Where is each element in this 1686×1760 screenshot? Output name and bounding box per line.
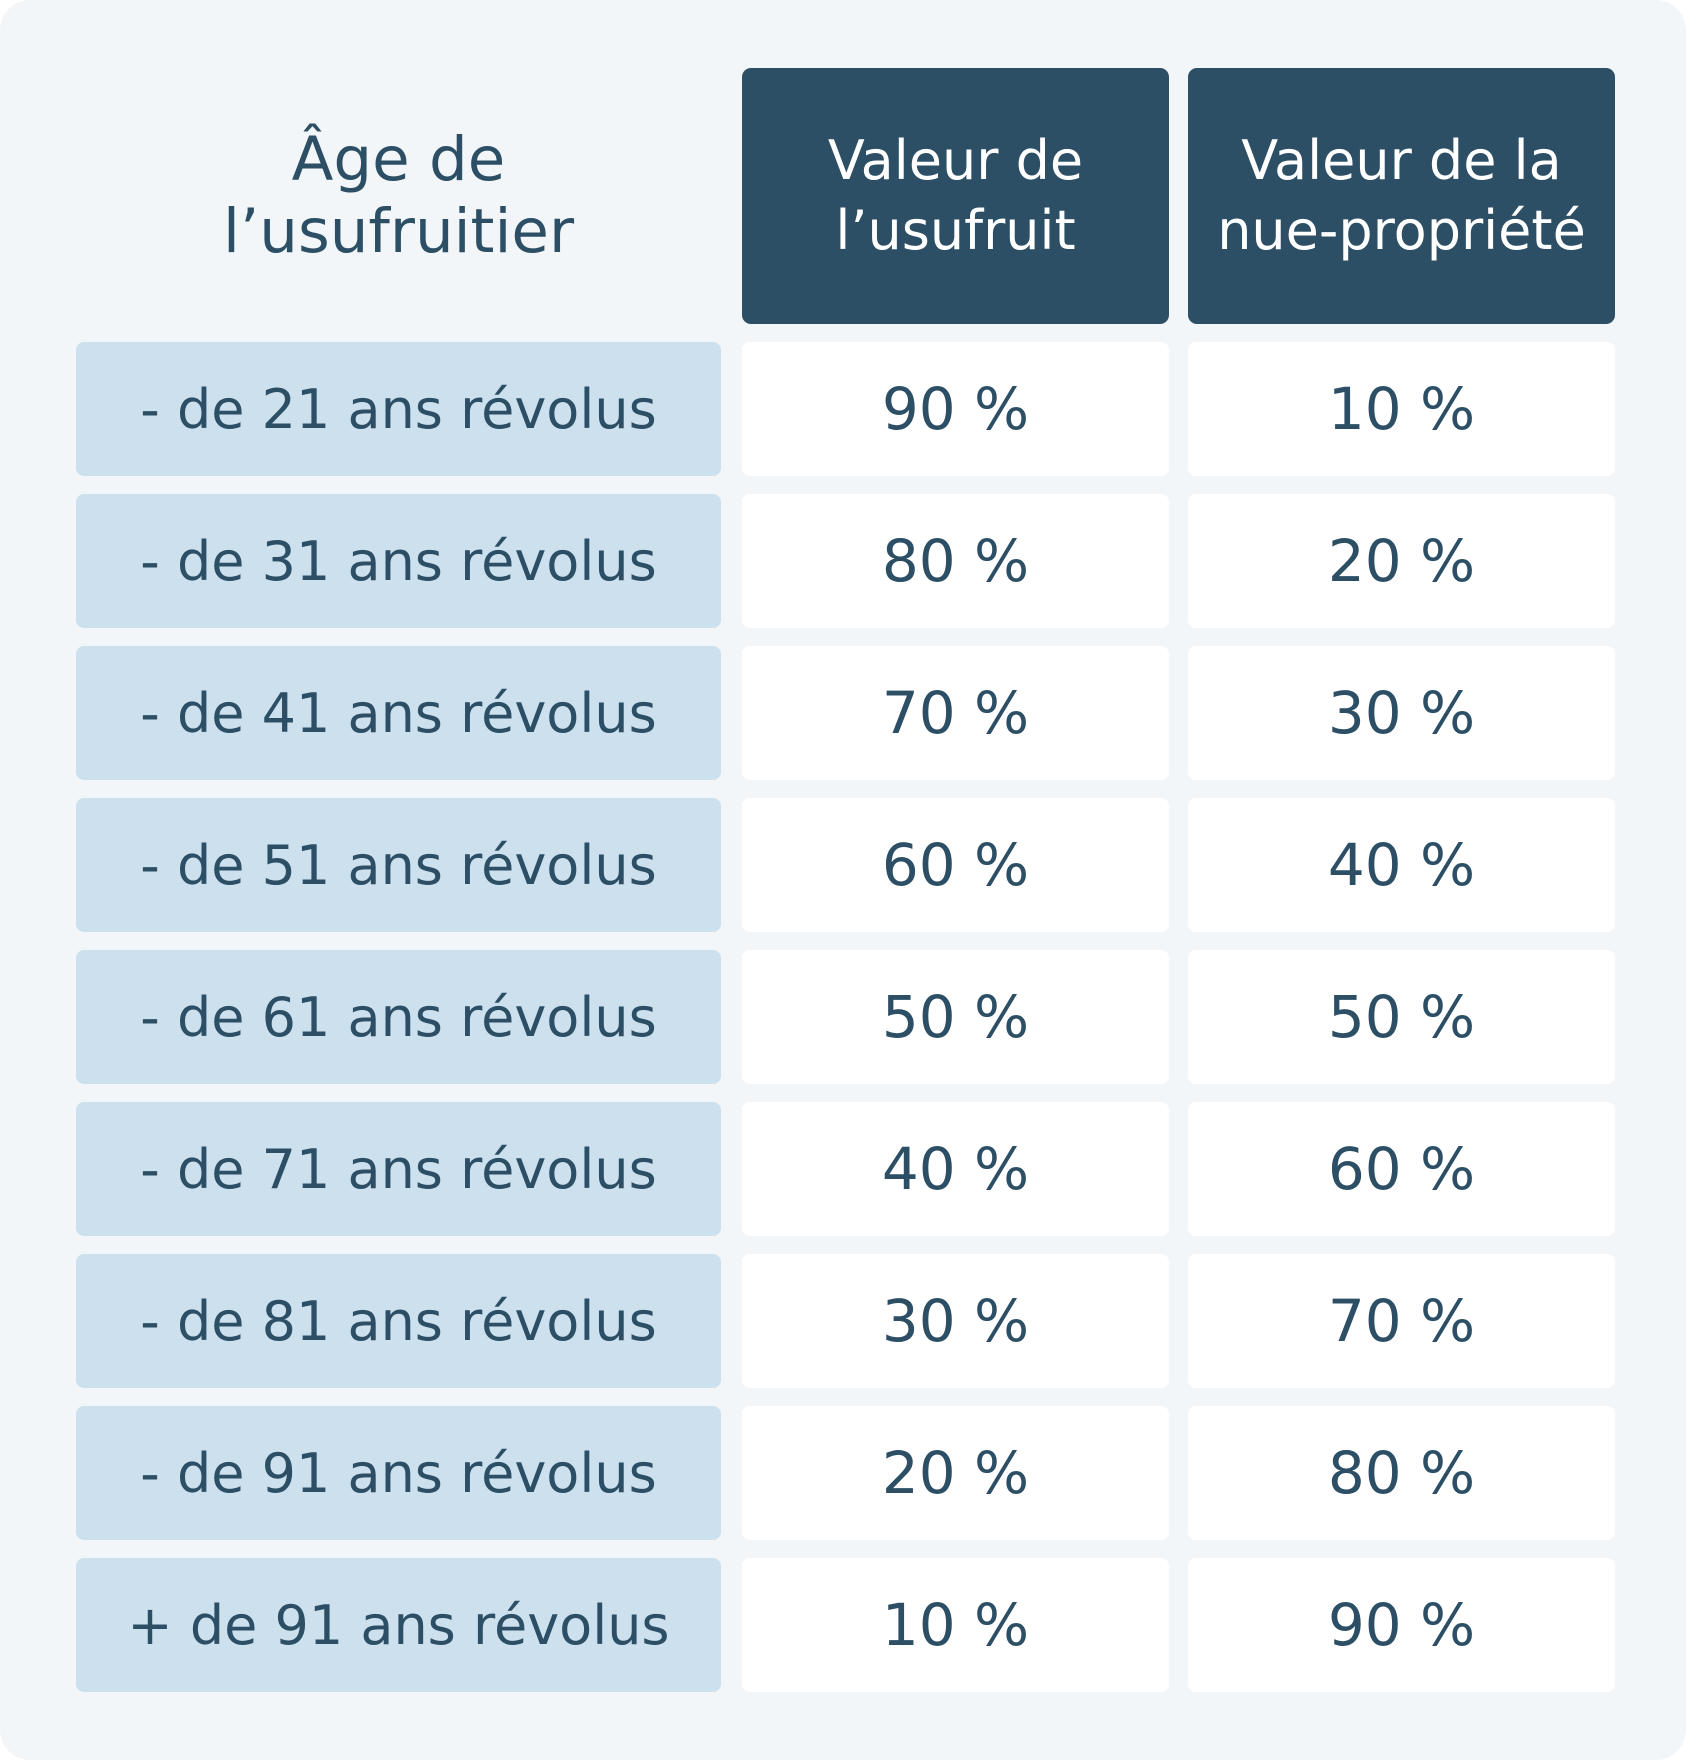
- table-row: + de 91 ans révolus 10 % 90 %: [0, 1558, 1686, 1692]
- age-cell: - de 21 ans révolus: [76, 342, 721, 476]
- age-cell: - de 61 ans révolus: [76, 950, 721, 1084]
- nue-propriete-value: 40 %: [1188, 798, 1615, 932]
- header-age-label: Âge de l’usufruitier: [222, 124, 575, 267]
- usufruit-value: 60 %: [742, 798, 1169, 932]
- table-row: - de 51 ans révolus 60 % 40 %: [0, 798, 1686, 932]
- age-cell: - de 41 ans révolus: [76, 646, 721, 780]
- table-row: - de 31 ans révolus 80 % 20 %: [0, 494, 1686, 628]
- header-usufruit-label: Valeur de l’usufruit: [827, 129, 1084, 262]
- usufruit-value: 80 %: [742, 494, 1169, 628]
- nue-propriete-value: 30 %: [1188, 646, 1615, 780]
- age-cell: - de 31 ans révolus: [76, 494, 721, 628]
- age-cell: - de 91 ans révolus: [76, 1406, 721, 1540]
- usufruit-value: 20 %: [742, 1406, 1169, 1540]
- nue-propriete-value: 50 %: [1188, 950, 1615, 1084]
- usufruit-value: 70 %: [742, 646, 1169, 780]
- table-row: - de 71 ans révolus 40 % 60 %: [0, 1102, 1686, 1236]
- usufruit-value: 90 %: [742, 342, 1169, 476]
- table-row: - de 61 ans révolus 50 % 50 %: [0, 950, 1686, 1084]
- age-cell: - de 81 ans révolus: [76, 1254, 721, 1388]
- age-cell: - de 51 ans révolus: [76, 798, 721, 932]
- age-cell: - de 71 ans révolus: [76, 1102, 721, 1236]
- table-row: - de 81 ans révolus 30 % 70 %: [0, 1254, 1686, 1388]
- header-age-usufruitier: Âge de l’usufruitier: [76, 68, 721, 324]
- usufruit-value: 40 %: [742, 1102, 1169, 1236]
- nue-propriete-value: 10 %: [1188, 342, 1615, 476]
- nue-propriete-value: 70 %: [1188, 1254, 1615, 1388]
- nue-propriete-value: 20 %: [1188, 494, 1615, 628]
- table-row: - de 41 ans révolus 70 % 30 %: [0, 646, 1686, 780]
- usufruit-value: 10 %: [742, 1558, 1169, 1692]
- table-row: - de 21 ans révolus 90 % 10 %: [0, 342, 1686, 476]
- header-valeur-usufruit: Valeur de l’usufruit: [742, 68, 1169, 324]
- usufruit-value: 30 %: [742, 1254, 1169, 1388]
- header-nue-propriete-label: Valeur de la nue-propriété: [1217, 129, 1586, 262]
- header-valeur-nue-propriete: Valeur de la nue-propriété: [1188, 68, 1615, 324]
- table-row: - de 91 ans révolus 20 % 80 %: [0, 1406, 1686, 1540]
- usufruit-value: 50 %: [742, 950, 1169, 1084]
- age-cell: + de 91 ans révolus: [76, 1558, 721, 1692]
- nue-propriete-value: 80 %: [1188, 1406, 1615, 1540]
- nue-propriete-value: 60 %: [1188, 1102, 1615, 1236]
- nue-propriete-value: 90 %: [1188, 1558, 1615, 1692]
